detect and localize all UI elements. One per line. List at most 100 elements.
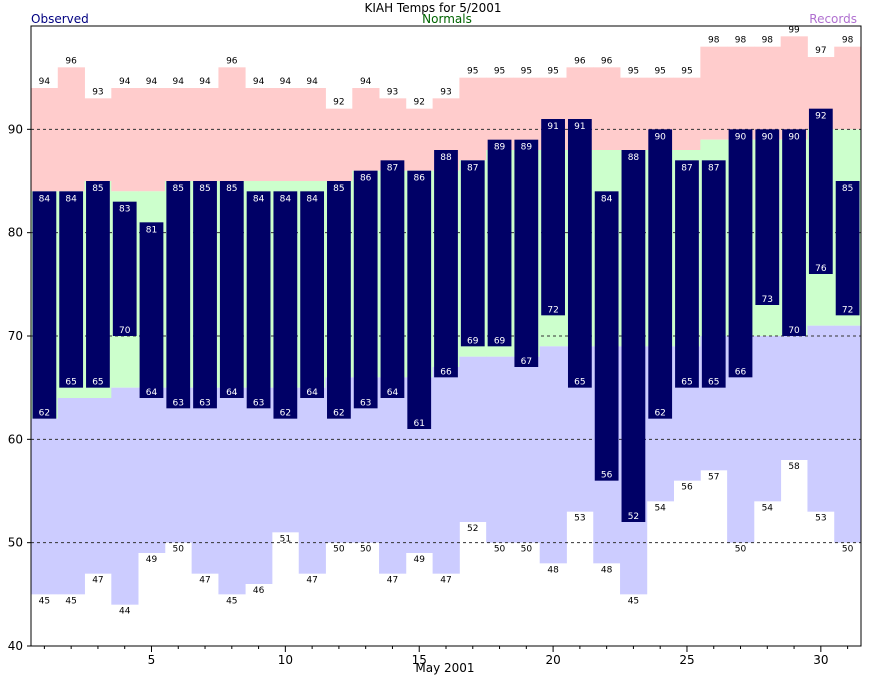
record-high-label-day-27: 98 xyxy=(735,36,747,46)
record-low-label-day-14: 47 xyxy=(387,576,398,586)
observed-low-label-day-13: 63 xyxy=(360,398,371,408)
observed-low-label-day-25: 65 xyxy=(681,378,692,388)
record-low-label-day-17: 52 xyxy=(467,524,478,534)
observed-low-label-day-26: 65 xyxy=(708,378,719,388)
observed-bar-day-7 xyxy=(193,181,217,409)
observed-low-label-day-15: 61 xyxy=(413,419,424,429)
observed-high-label-day-10: 84 xyxy=(280,194,292,204)
observed-bar-day-4 xyxy=(112,201,137,336)
observed-high-label-day-16: 88 xyxy=(440,153,452,163)
record-high-band-day-10 xyxy=(271,88,300,181)
record-low-label-day-28: 54 xyxy=(762,503,774,513)
record-high-band-day-28 xyxy=(753,46,782,140)
record-high-band-day-3 xyxy=(84,98,112,181)
observed-low-label-day-24: 62 xyxy=(654,409,665,419)
chart-title: KIAH Temps for 5/2001 xyxy=(364,1,501,15)
x-tick-label-25: 25 xyxy=(679,653,694,667)
record-high-band-day-29 xyxy=(780,36,808,140)
observed-bar-day-19 xyxy=(514,139,539,367)
observed-high-label-day-7: 85 xyxy=(199,184,210,194)
observed-bar-day-30 xyxy=(808,108,833,275)
record-low-band-day-3 xyxy=(84,398,112,574)
observed-high-label-day-14: 87 xyxy=(387,163,398,173)
observed-low-label-day-2: 65 xyxy=(65,378,76,388)
record-high-band-day-14 xyxy=(379,98,407,171)
observed-bar-day-23 xyxy=(621,150,646,522)
record-low-label-day-31: 50 xyxy=(842,545,854,555)
observed-bar-day-6 xyxy=(166,181,191,409)
observed-low-label-day-23: 52 xyxy=(628,512,639,522)
x-axis-label: May 2001 xyxy=(415,661,474,675)
record-low-band-day-2 xyxy=(57,398,85,595)
observed-bar-day-17 xyxy=(460,160,485,347)
record-low-band-day-16 xyxy=(432,367,460,574)
observed-high-label-day-4: 83 xyxy=(119,205,130,215)
record-low-label-day-3: 47 xyxy=(92,576,103,586)
record-high-band-day-19 xyxy=(512,77,541,150)
record-high-label-day-21: 96 xyxy=(574,56,586,66)
record-low-label-day-25: 56 xyxy=(681,483,693,493)
record-high-label-day-7: 94 xyxy=(199,77,211,87)
observed-low-label-day-12: 62 xyxy=(333,409,344,419)
record-low-band-day-11 xyxy=(298,387,326,574)
record-high-label-day-17: 95 xyxy=(467,67,478,77)
observed-low-label-day-17: 69 xyxy=(467,336,479,346)
record-high-label-day-23: 95 xyxy=(628,67,639,77)
observed-low-label-day-21: 65 xyxy=(574,378,585,388)
observed-bar-day-8 xyxy=(219,181,244,398)
observed-bar-day-10 xyxy=(273,191,298,419)
x-tick-label-30: 30 xyxy=(813,653,828,667)
record-high-band-day-7 xyxy=(191,88,219,181)
x-tick-label-10: 10 xyxy=(278,653,293,667)
y-tick-label-40: 40 xyxy=(8,639,23,653)
record-high-label-day-9: 94 xyxy=(253,77,265,87)
observed-high-label-day-25: 87 xyxy=(681,163,692,173)
observed-high-label-day-28: 90 xyxy=(762,132,774,142)
record-low-label-day-8: 45 xyxy=(226,596,237,606)
record-low-label-day-18: 50 xyxy=(494,545,506,555)
record-high-band-day-4 xyxy=(111,88,139,192)
record-high-label-day-3: 93 xyxy=(92,87,103,97)
observed-bar-day-18 xyxy=(487,139,512,347)
observed-bar-day-26 xyxy=(701,160,726,388)
observed-low-label-day-22: 56 xyxy=(601,471,613,481)
y-tick-label-70: 70 xyxy=(8,329,23,343)
observed-low-label-day-28: 73 xyxy=(762,295,773,305)
observed-high-label-day-17: 87 xyxy=(467,163,478,173)
observed-high-label-day-8: 85 xyxy=(226,184,237,194)
observed-bar-day-25 xyxy=(675,160,699,388)
record-low-label-day-29: 58 xyxy=(788,462,800,472)
record-high-label-day-28: 98 xyxy=(762,36,774,46)
observed-bar-day-3 xyxy=(86,181,110,388)
legend-normals: Normals xyxy=(422,12,472,26)
record-low-label-day-10: 51 xyxy=(280,534,291,544)
record-low-label-day-13: 50 xyxy=(360,545,372,555)
record-high-band-day-1 xyxy=(31,88,59,192)
observed-bars-layer xyxy=(32,108,860,522)
record-low-label-day-20: 48 xyxy=(547,565,559,575)
record-high-label-day-30: 97 xyxy=(815,46,826,56)
observed-bar-day-12 xyxy=(327,181,351,419)
observed-bar-day-13 xyxy=(353,170,378,409)
observed-bar-day-15 xyxy=(407,170,432,429)
record-low-label-day-5: 49 xyxy=(146,555,158,565)
observed-bar-day-29 xyxy=(782,129,806,336)
record-high-band-day-12 xyxy=(325,108,353,181)
observed-high-label-day-3: 85 xyxy=(92,184,103,194)
observed-low-label-day-27: 66 xyxy=(735,367,747,377)
observed-bar-day-24 xyxy=(648,129,673,419)
y-tick-label-50: 50 xyxy=(8,536,23,550)
record-low-band-day-29 xyxy=(780,336,808,460)
record-low-label-day-24: 54 xyxy=(654,503,666,513)
observed-high-label-day-21: 91 xyxy=(574,122,585,132)
observed-bar-day-16 xyxy=(434,150,458,378)
record-high-label-day-13: 94 xyxy=(360,77,372,87)
observed-high-label-day-5: 81 xyxy=(146,225,157,235)
record-low-label-day-21: 53 xyxy=(574,514,585,524)
record-low-label-day-15: 49 xyxy=(413,555,425,565)
observed-bar-day-28 xyxy=(755,129,780,305)
record-high-label-day-10: 94 xyxy=(280,77,292,87)
observed-high-label-day-13: 86 xyxy=(360,174,372,184)
record-high-label-day-2: 96 xyxy=(65,56,77,66)
record-high-band-day-5 xyxy=(138,88,166,192)
